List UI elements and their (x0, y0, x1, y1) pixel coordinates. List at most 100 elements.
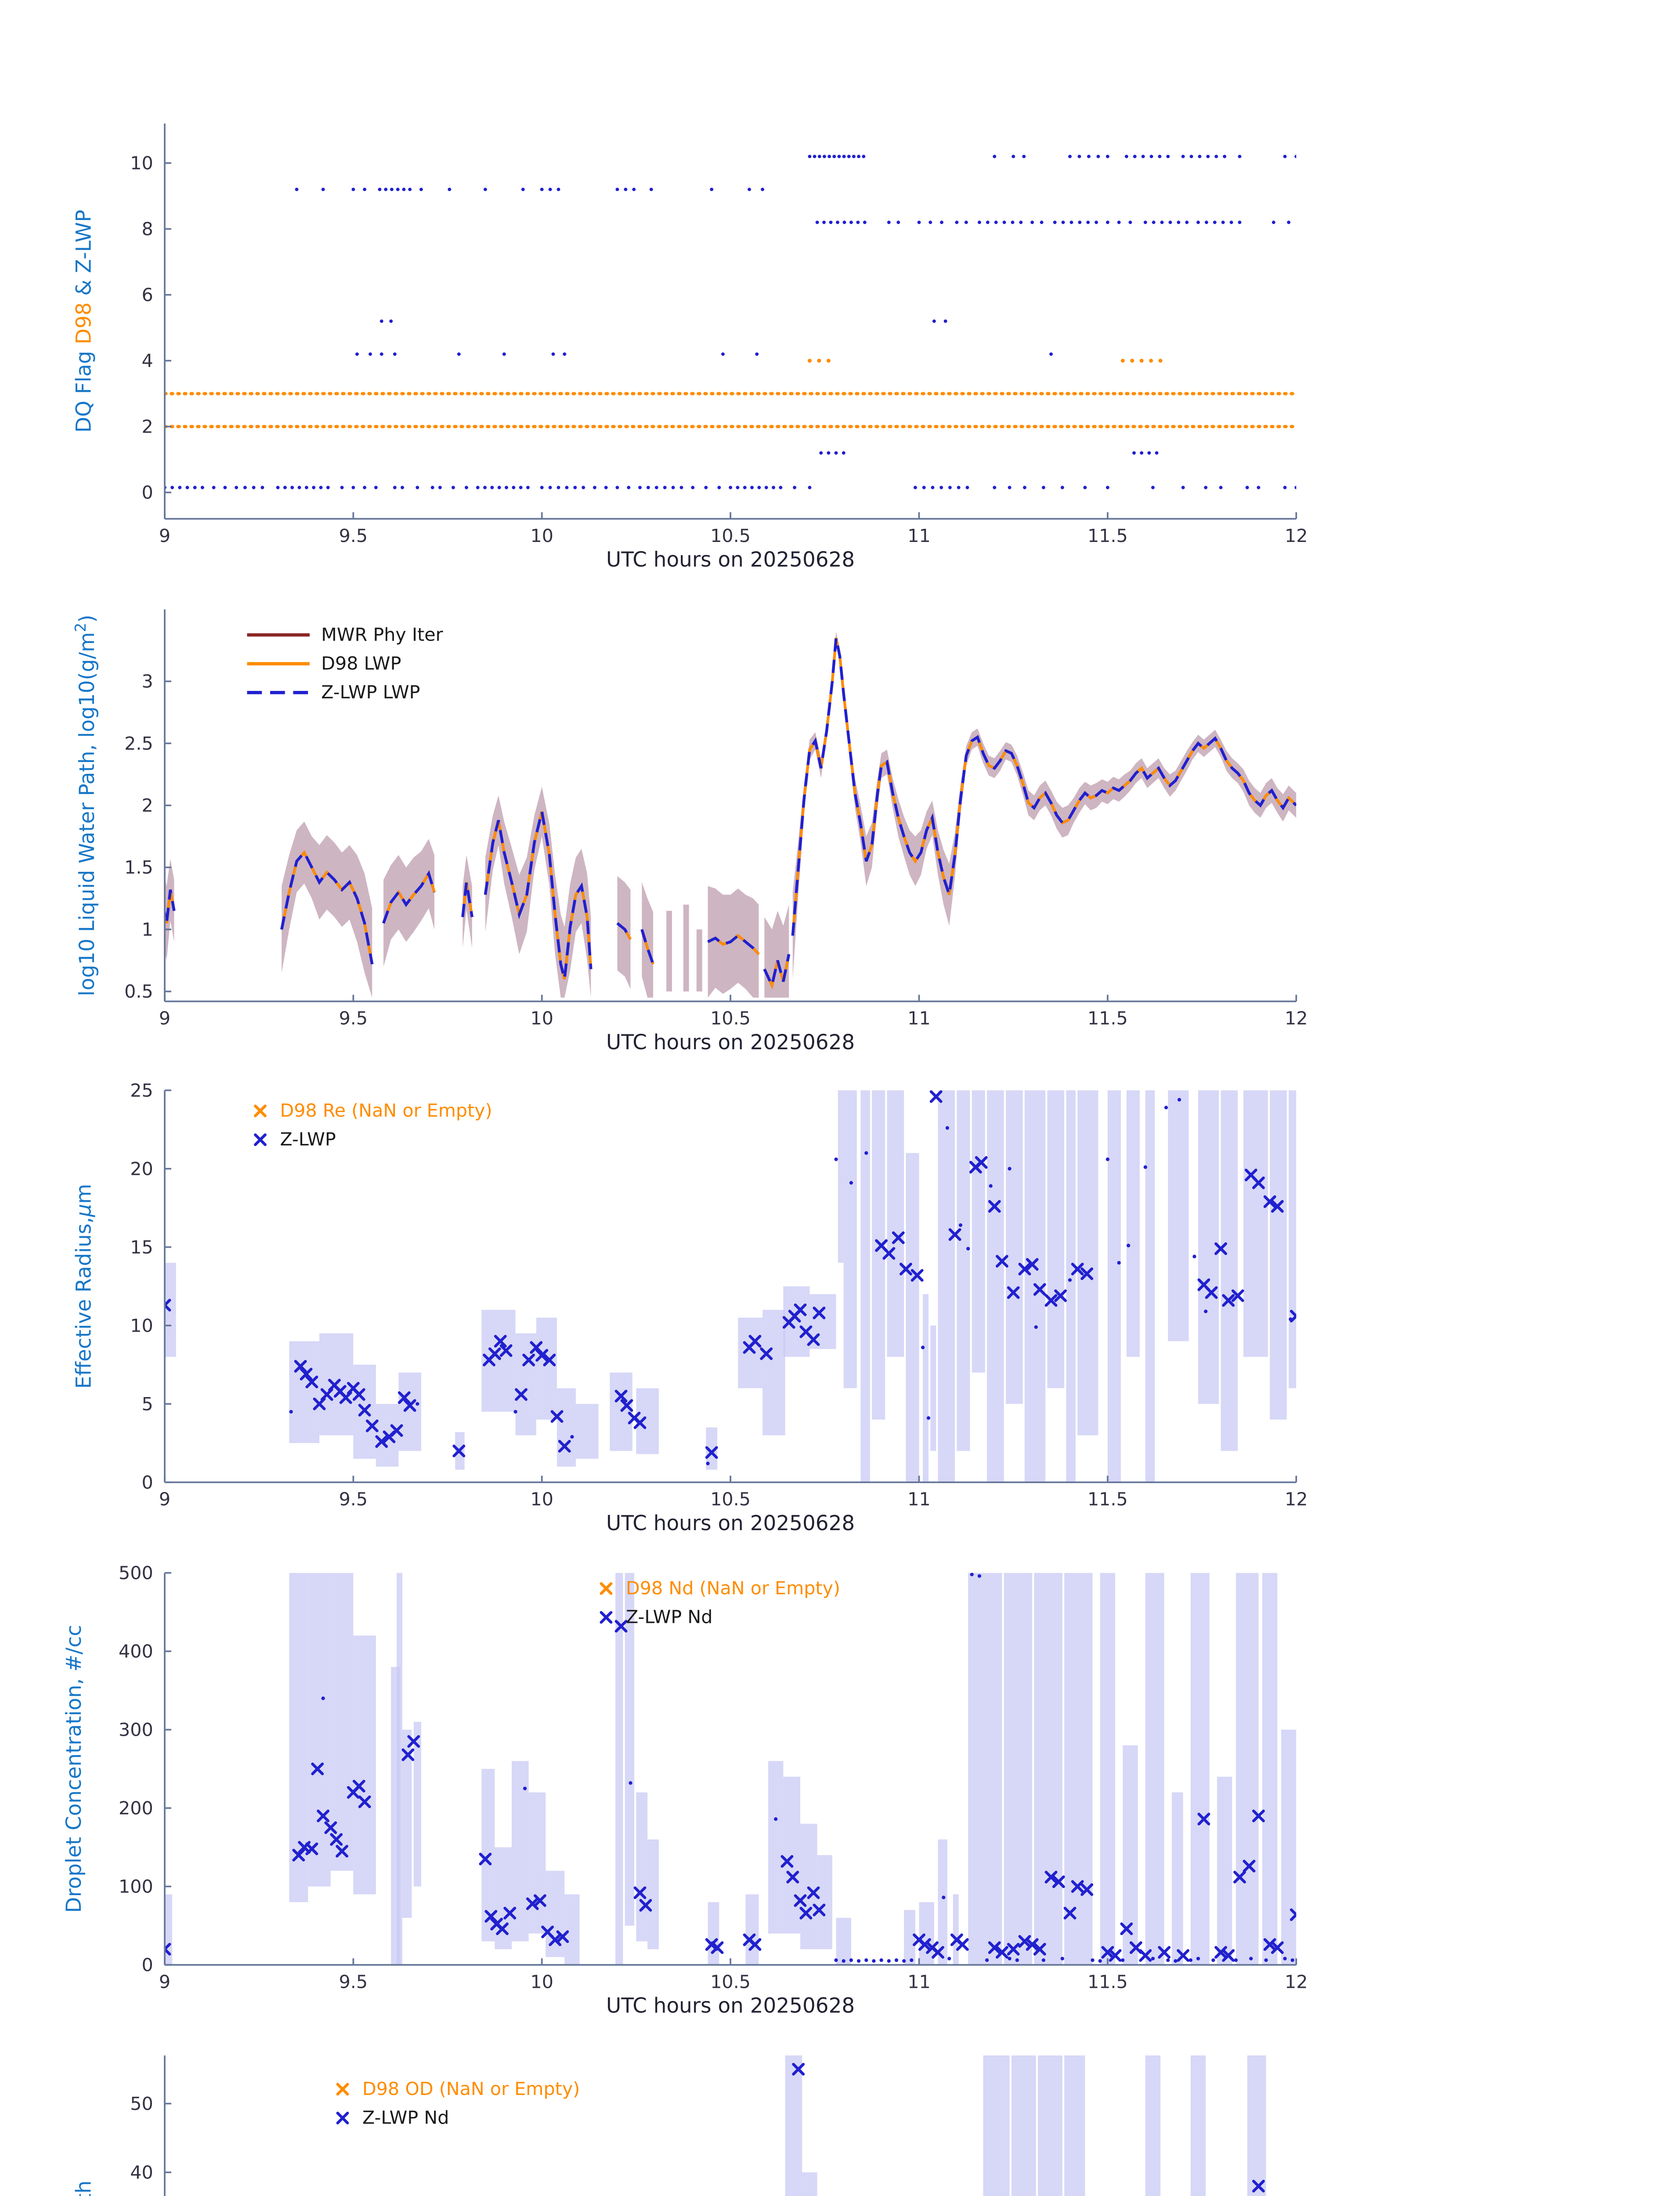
y-tick-label: 2.5 (124, 733, 153, 754)
x-marker (813, 1306, 826, 1319)
data-dot (1192, 1254, 1196, 1259)
dq-blue-dot (887, 220, 891, 224)
y-axis-label: log10 Liquid Water Path, log10(g/m2​) (72, 614, 99, 996)
plot-content (165, 155, 1297, 489)
dq-blue-dot (1011, 220, 1015, 224)
dq-blue-dot (624, 188, 628, 191)
dq-blue-dot (185, 486, 189, 489)
x-marker (1033, 1943, 1046, 1956)
dq-blue-dot (378, 188, 382, 191)
band-rect (987, 1090, 1004, 1482)
data-dot (415, 1402, 419, 1406)
x-marker (452, 1445, 466, 1458)
dq-blue-dot (1068, 155, 1072, 159)
dq-blue-dot (1229, 220, 1233, 224)
x-marker (799, 1907, 813, 1920)
data-dot (1060, 1957, 1064, 1961)
droplet-concentration-dots (321, 1573, 1294, 1963)
dq-blue-dot (837, 155, 841, 159)
dq-blue-dot (369, 352, 372, 356)
dq-blue-dot (994, 220, 998, 224)
x-tick-label: 9 (159, 1971, 170, 1992)
dq-blue-dot (808, 486, 812, 489)
dq-blue-dot (1238, 220, 1242, 224)
y-tick-label: 0 (142, 1472, 153, 1493)
dq-blue-dot (384, 188, 388, 191)
d98-lwp-line (165, 889, 176, 924)
data-dot (910, 1958, 914, 1962)
x-marker (780, 1855, 794, 1868)
x-marker (792, 2062, 805, 2076)
band-rect (785, 2055, 802, 2196)
band-rect (683, 904, 689, 992)
dq-blue-dot (393, 486, 397, 489)
dq-blue-dot (1002, 220, 1006, 224)
dq-blue-dot (827, 451, 831, 455)
x-tick-label: 9.5 (339, 1971, 368, 1992)
band-polygon (792, 632, 1297, 979)
dq-blue-dot (556, 486, 560, 489)
y-tick-label: 5 (142, 1394, 153, 1415)
dq-blue-dot (1140, 451, 1144, 455)
legend-label: D98 Re (NaN or Empty) (280, 1100, 492, 1121)
zlwp-lwp-line (484, 811, 593, 979)
dq-blue-dot (260, 486, 264, 489)
x-marker (503, 1907, 517, 1920)
x-marker (324, 1821, 337, 1834)
band-rect (904, 1910, 915, 1965)
x-marker (1026, 1938, 1039, 1951)
x-marker (1044, 1871, 1058, 1884)
x-marker (1007, 1286, 1020, 1299)
x-marker (1018, 1263, 1031, 1275)
dq-blue-dot (351, 486, 355, 489)
dq-blue-dot (519, 486, 523, 489)
dq-blue-dot (457, 352, 461, 356)
x-marker (1033, 1283, 1046, 1296)
x-marker (807, 1886, 820, 1899)
legend-label: Z-LWP (280, 1129, 336, 1150)
dq-blue-dot (1117, 220, 1121, 224)
data-dot (977, 1574, 982, 1578)
dq-blue-dot (993, 486, 997, 489)
dq-blue-dot (1257, 486, 1261, 489)
legend-label: D98 LWP (321, 653, 401, 674)
x-marker (929, 1090, 943, 1103)
data-dot (1164, 1105, 1168, 1109)
band-rect (708, 1902, 719, 1965)
data-dot (902, 1959, 906, 1963)
x-marker (549, 1933, 562, 1947)
dq-blue-dot (1147, 451, 1151, 455)
data-dot (523, 1787, 527, 1791)
dq-blue-dot (943, 319, 947, 323)
band-rect (836, 1918, 851, 1965)
y-tick-label: 100 (119, 1876, 153, 1897)
data-dot (864, 1151, 868, 1155)
data-dot (1249, 1957, 1253, 1961)
dq-blue-dot (1158, 155, 1162, 159)
dq-blue-dot (931, 486, 935, 489)
dq-blue-dot (1223, 155, 1227, 159)
x-tick-label: 10.5 (710, 1008, 751, 1029)
data-dot (1098, 1959, 1102, 1963)
zlwp-lwp-line (763, 954, 791, 990)
dq-blue-dot (1272, 220, 1275, 224)
dq-blue-dot (1143, 220, 1147, 224)
x-marker (1109, 1949, 1122, 1962)
y-tick-label: 8 (142, 219, 153, 240)
band-polygon (764, 904, 789, 998)
x-marker (918, 1938, 931, 1951)
y-axis-label: Effective Radius,μm (72, 1184, 96, 1389)
axes-droplet-concentration: 9 9.5 10 10.5 11 11.5 12 0 100 200 300 400 500 UTC ho… (62, 1563, 1308, 2018)
zlwp-lwp-line (382, 870, 436, 924)
data-dot (1041, 1958, 1046, 1962)
dq-blue-dot (829, 220, 833, 224)
dq-blue-dot (772, 486, 775, 489)
y-tick-label: 300 (119, 1719, 153, 1741)
x-marker (336, 1845, 349, 1858)
x-marker (1007, 1943, 1020, 1956)
panel-droplet-concentration: 9 9.5 10 10.5 11 11.5 12 0 100 200 300 400 500 UTC ho… (62, 1563, 1308, 2018)
dq-blue-dot (1214, 155, 1218, 159)
x-axis-label: UTC hours on 20250628 (606, 1994, 855, 2018)
x-marker (165, 1943, 171, 1956)
